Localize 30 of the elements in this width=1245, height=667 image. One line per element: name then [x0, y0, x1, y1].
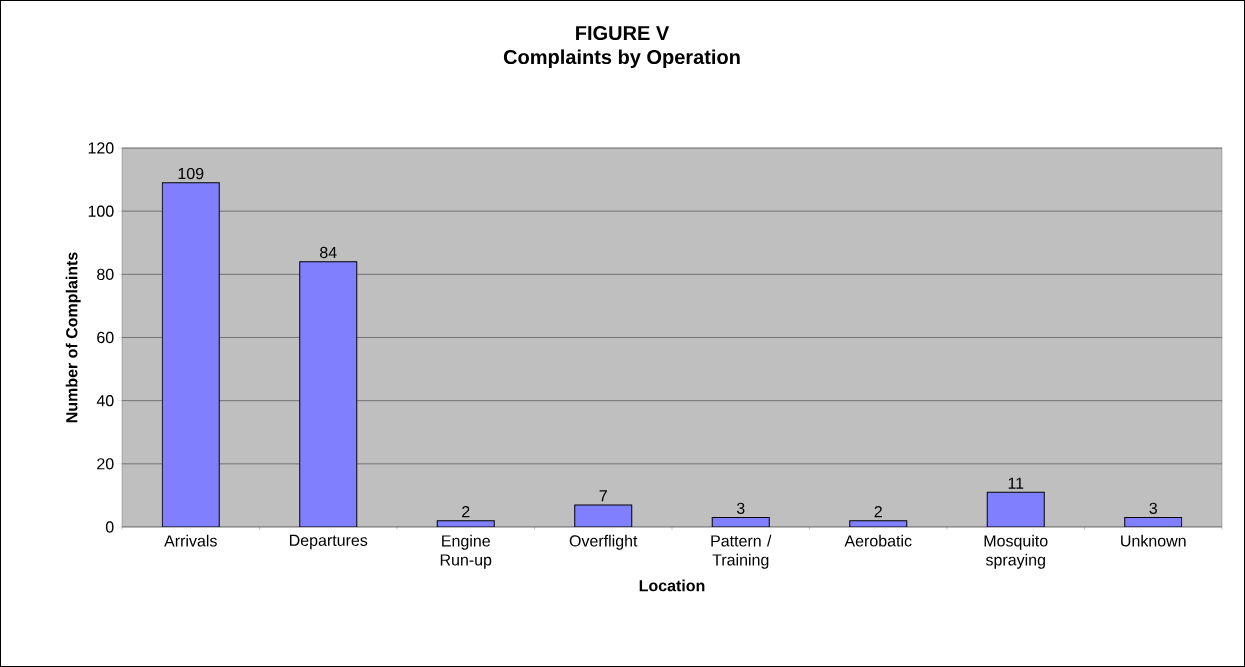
- data-label: 3: [736, 502, 745, 514]
- chart-subtitle: Complaints by Operation: [503, 49, 740, 69]
- data-label: 11: [1008, 477, 1024, 489]
- y-tick-label: 60: [97, 331, 114, 344]
- data-label: 3: [1149, 502, 1157, 514]
- chart-title: FIGURE V: [576, 25, 670, 41]
- x-tick-label: Departures: [289, 534, 368, 550]
- data-label: 7: [599, 490, 607, 502]
- y-tick-label: 80: [97, 268, 114, 280]
- data-label: 109: [178, 167, 204, 180]
- x-tick-label: Unknown: [1121, 534, 1186, 547]
- y-tick-label: 100: [88, 205, 114, 217]
- y-tick-label: 0: [105, 521, 114, 533]
- bar: [986, 491, 1045, 527]
- x-tick-label: Arrivals: [164, 534, 217, 547]
- x-tick-label: Overflight: [569, 534, 638, 550]
- x-axis-title: Location: [639, 579, 705, 592]
- y-axis-title: Number of Complaints: [65, 252, 81, 423]
- bar: [299, 261, 358, 527]
- bar: [161, 182, 220, 527]
- x-tick-label: Mosquito spraying: [984, 534, 1048, 569]
- x-tick-label: Aerobatic: [844, 534, 912, 547]
- y-tick-label: 120: [88, 142, 114, 154]
- x-tick-label: Pattern / Training: [711, 534, 772, 569]
- data-label: 84: [320, 246, 337, 259]
- data-label: 2: [462, 505, 470, 518]
- data-label: 2: [874, 505, 882, 518]
- y-tick-label: 20: [97, 458, 114, 470]
- x-tick-label: Engine Run-up: [440, 534, 492, 569]
- y-tick-label: 40: [96, 395, 114, 407]
